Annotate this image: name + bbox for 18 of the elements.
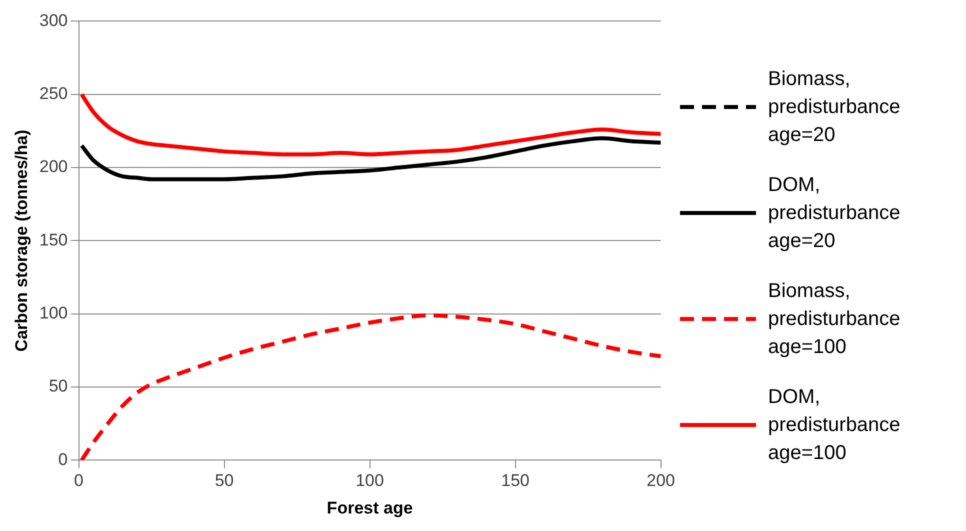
y-tick-label: 50 [48,376,68,396]
x-tick-label: 200 [646,471,676,490]
y-tick-label: 0 [58,450,68,469]
x-tick-label: 100 [356,471,384,490]
y-tick-label: 100 [39,304,68,323]
x-tick-label: 50 [214,471,234,490]
y-tick-label: 250 [39,84,68,104]
y-tick-label: 200 [39,157,68,176]
legend-label: DOM, predisturbance age=100 [768,384,902,466]
x-tick-label: 0 [74,471,84,490]
y-tick-label: 300 [39,10,68,30]
x-tick-label: 150 [501,471,530,490]
y-axis-title: Carbon storage (tonnes/ha) [12,130,31,352]
y-tick-label: 150 [39,230,68,250]
legend-label: Biomass, predisturbance age=100 [768,278,902,360]
legend-label: DOM, predisturbance age=20 [768,172,902,254]
x-axis-title: Forest age [326,498,413,518]
legend-label: Biomass, predisturbance age=20 [768,66,902,148]
